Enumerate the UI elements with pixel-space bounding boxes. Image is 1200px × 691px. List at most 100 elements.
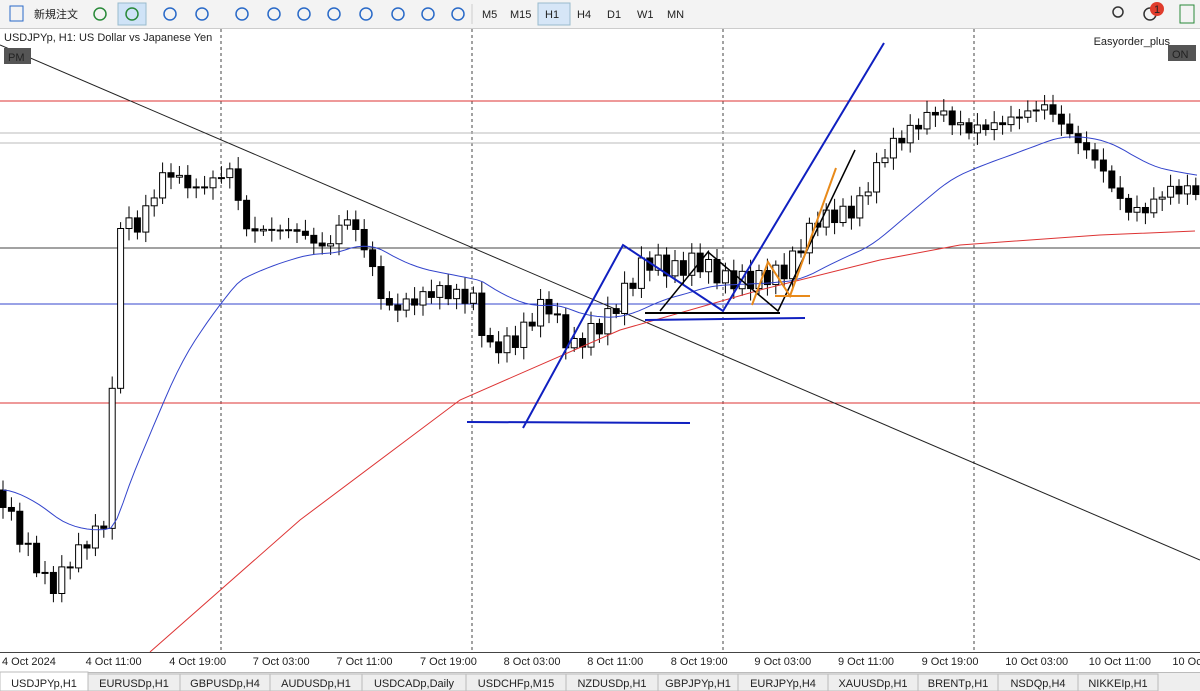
candle-body <box>831 209 839 224</box>
candle-body <box>478 292 486 336</box>
candle-body <box>268 228 276 231</box>
timeframe[interactable]: H1 <box>545 9 559 21</box>
candle-body <box>881 157 889 164</box>
candle-body <box>780 264 788 280</box>
candle-body <box>797 250 805 254</box>
candle-body <box>310 234 318 244</box>
tool-icon[interactable] <box>359 7 373 21</box>
timeframe[interactable]: M15 <box>510 9 531 21</box>
trend-line <box>0 44 1200 561</box>
candle-body <box>209 177 217 189</box>
tool-icon[interactable] <box>163 7 177 21</box>
drawing <box>522 42 885 429</box>
tool-icon[interactable] <box>125 7 139 21</box>
timeframe[interactable]: MN <box>667 9 684 21</box>
candle-body <box>873 162 881 193</box>
tool-icon[interactable] <box>421 7 435 21</box>
candle-body <box>1066 123 1074 135</box>
search-icon[interactable] <box>1112 6 1124 18</box>
candle-body <box>444 285 452 300</box>
candle-body <box>41 571 49 574</box>
candle-body <box>999 122 1007 126</box>
tool-icon[interactable] <box>235 7 249 21</box>
tool-icon[interactable] <box>327 7 341 21</box>
lvl-icon[interactable] <box>1179 4 1195 24</box>
time-label: 10 Oct <box>1172 656 1200 668</box>
candle-body <box>285 229 293 232</box>
candle-body <box>730 270 738 290</box>
drawing <box>466 421 691 424</box>
candle-body <box>369 249 377 268</box>
tab-label[interactable]: USDJPYp,H1 <box>11 678 77 690</box>
candle-body <box>125 217 133 230</box>
candle-body <box>520 321 528 348</box>
pm-badge-bg <box>4 48 31 64</box>
timeframe-active[interactable] <box>537 2 571 26</box>
tab-label[interactable]: EURUSDp,H1 <box>99 678 169 690</box>
tool-icon[interactable] <box>195 7 209 21</box>
candle-body <box>1116 187 1124 199</box>
candle-body <box>1125 197 1133 213</box>
time-label: 8 Oct 11:00 <box>587 656 643 668</box>
candle-body <box>637 257 645 289</box>
candle-body <box>973 124 981 134</box>
tab-label[interactable]: AUDUSDp,H1 <box>281 678 351 690</box>
tool-icon[interactable] <box>267 7 281 21</box>
candle-body <box>889 137 897 159</box>
candle-body <box>1041 104 1049 111</box>
candle-body <box>1083 142 1091 151</box>
candle-body <box>66 566 74 569</box>
candle-body <box>906 124 914 144</box>
candle-body <box>1183 185 1191 195</box>
candle-body <box>671 260 679 277</box>
tab-label[interactable]: NSDQp,H4 <box>1010 678 1065 690</box>
candle-body <box>721 270 729 284</box>
candle-body <box>360 228 368 251</box>
tab-label[interactable]: NZDUSDp,H1 <box>577 678 646 690</box>
candle-body <box>175 174 183 178</box>
tab-label[interactable]: XAUUSDp,H1 <box>838 678 907 690</box>
timeframe[interactable]: M5 <box>482 9 497 21</box>
candle-body <box>864 191 872 197</box>
time-label: 7 Oct 03:00 <box>253 656 310 668</box>
drawing <box>659 149 856 313</box>
tool-icon[interactable] <box>297 7 311 21</box>
candle-body <box>276 229 284 232</box>
time-label: 10 Oct 03:00 <box>1005 656 1068 668</box>
candle-body <box>579 337 587 348</box>
candle-body <box>1158 196 1166 200</box>
tool-icon[interactable] <box>93 7 107 21</box>
tab-label[interactable]: NIKKEIp,H1 <box>1088 678 1147 690</box>
candle-body <box>7 506 15 512</box>
new-order[interactable]: 新規注文 <box>34 7 78 21</box>
candle-body <box>570 337 578 349</box>
candle-body <box>923 111 931 130</box>
tab-label[interactable]: USDCHFp,M15 <box>478 678 554 690</box>
tab-label[interactable]: GBPUSDp,H4 <box>190 678 260 690</box>
tab[interactable] <box>1077 673 1159 691</box>
tool-active[interactable] <box>117 2 147 26</box>
candle-body <box>142 205 150 233</box>
candle-body <box>948 110 956 126</box>
tab-label[interactable]: USDCADp,Daily <box>374 678 455 690</box>
candle-body <box>427 291 435 298</box>
tab-label[interactable]: GBPJPYp,H1 <box>665 678 731 690</box>
candle-body <box>343 219 351 226</box>
candle-body <box>957 122 965 126</box>
candle-body <box>1074 133 1082 144</box>
tab-label[interactable]: BRENTp,H1 <box>928 678 989 690</box>
timeframe[interactable]: W1 <box>637 9 654 21</box>
timeframe[interactable]: D1 <box>607 9 621 21</box>
tab-label[interactable]: EURJPYp,H4 <box>750 678 816 690</box>
candle-body <box>184 174 192 189</box>
time-label: 7 Oct 19:00 <box>420 656 477 668</box>
tool-icon[interactable] <box>451 7 465 21</box>
new-order-icon[interactable] <box>9 5 24 22</box>
candle-body <box>327 243 335 247</box>
tool-icon[interactable] <box>391 7 405 21</box>
candle-body <box>91 525 99 549</box>
timeframe[interactable]: H4 <box>577 9 591 21</box>
candle-body <box>469 292 477 304</box>
ea-status-bg <box>1168 45 1196 61</box>
